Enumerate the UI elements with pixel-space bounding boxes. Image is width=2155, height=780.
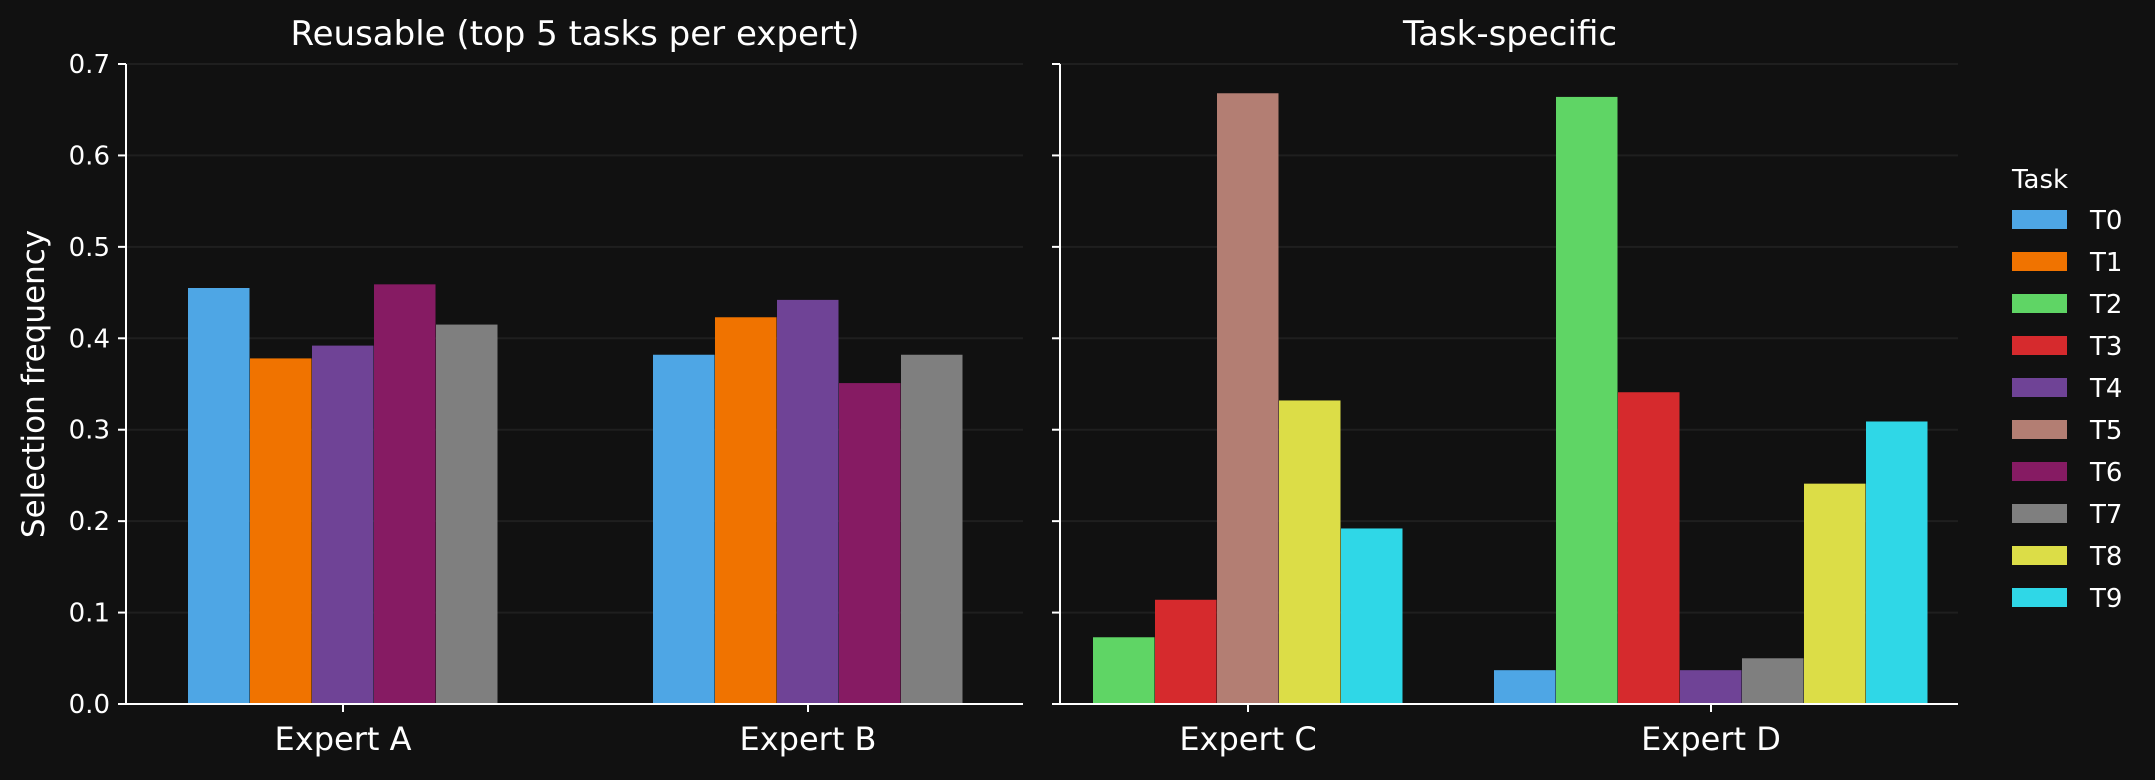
- bar-t2-expert-d: [1556, 96, 1618, 704]
- left-plot-area: 0.0 0.1 0.2 0.3 0.4 0.5 0.6 0.7 Expert A Expert B: [69, 50, 1023, 758]
- x-tick-label: Expert A: [275, 720, 412, 758]
- right-panel-title: Task-specific: [1402, 14, 1617, 54]
- legend-swatch-t7: [2012, 504, 2067, 523]
- bar-t4-expert-b: [777, 299, 839, 704]
- legend-label-t8: T8: [2089, 542, 2122, 572]
- y-tick-label: 0.4: [69, 324, 110, 354]
- bar-t9-expert-c: [1341, 528, 1403, 704]
- y-tick-label: 0.7: [69, 50, 110, 80]
- legend-label-t3: T3: [2089, 332, 2122, 362]
- y-tick-label: 0.3: [69, 416, 110, 446]
- bar-t2-expert-c: [1093, 637, 1155, 704]
- legend-swatch-t6: [2012, 462, 2067, 481]
- bar-t7-expert-d: [1742, 658, 1804, 704]
- bar-t4-expert-a: [312, 345, 374, 704]
- legend-swatch-t5: [2012, 420, 2067, 439]
- legend-swatch-t3: [2012, 336, 2067, 355]
- y-tick-label: 0.0: [69, 690, 110, 720]
- bar-t8-expert-c: [1279, 400, 1341, 704]
- bar-t1-expert-a: [250, 358, 312, 704]
- bar-t0-expert-b: [653, 354, 715, 704]
- bar-t9-expert-d: [1866, 421, 1928, 704]
- bar-t5-expert-c: [1217, 93, 1279, 704]
- bar-t4-expert-d: [1680, 670, 1742, 704]
- legend-label-t1: T1: [2089, 248, 2122, 278]
- legend-label-t4: T4: [2089, 374, 2122, 404]
- legend-label-t6: T6: [2089, 458, 2122, 488]
- legend-title: Task: [2011, 165, 2068, 195]
- left-panel-title: Reusable (top 5 tasks per expert): [291, 14, 860, 54]
- legend: Task T0 T1 T2 T3 T4 T5 T6 T7 T8 T9: [2011, 165, 2123, 614]
- legend-swatch-t0: [2012, 210, 2067, 229]
- bar-t7-expert-a: [436, 324, 498, 704]
- y-axis-label: Selection frequency: [16, 230, 52, 538]
- legend-label-t5: T5: [2089, 416, 2122, 446]
- y-tick-label: 0.5: [69, 233, 110, 263]
- x-tick-label: Expert C: [1179, 720, 1316, 758]
- legend-label-t7: T7: [2089, 500, 2122, 530]
- bar-t6-expert-a: [374, 284, 436, 704]
- y-tick-label: 0.1: [69, 599, 110, 629]
- y-tick-label: 0.6: [69, 141, 110, 171]
- y-tick-label: 0.2: [69, 507, 110, 537]
- legend-label-t2: T2: [2089, 290, 2122, 320]
- bar-t6-expert-b: [839, 383, 901, 704]
- bar-t0-expert-a: [188, 288, 250, 704]
- x-tick-label: Expert B: [740, 720, 877, 758]
- legend-swatch-t1: [2012, 252, 2067, 271]
- legend-swatch-t2: [2012, 294, 2067, 313]
- bar-t0-expert-d: [1494, 670, 1556, 704]
- legend-swatch-t4: [2012, 378, 2067, 397]
- x-tick-label: Expert D: [1641, 720, 1781, 758]
- right-plot-area: Expert C Expert D: [1052, 63, 1958, 758]
- bar-t8-expert-d: [1804, 483, 1866, 704]
- legend-swatch-t8: [2012, 546, 2067, 565]
- legend-label-t0: T0: [2089, 206, 2122, 236]
- legend-label-t9: T9: [2089, 584, 2122, 614]
- legend-swatch-t9: [2012, 588, 2067, 607]
- bar-t7-expert-b: [901, 354, 963, 704]
- bar-t1-expert-b: [715, 317, 777, 704]
- bar-t3-expert-c: [1155, 599, 1217, 704]
- bar-t3-expert-d: [1618, 392, 1680, 704]
